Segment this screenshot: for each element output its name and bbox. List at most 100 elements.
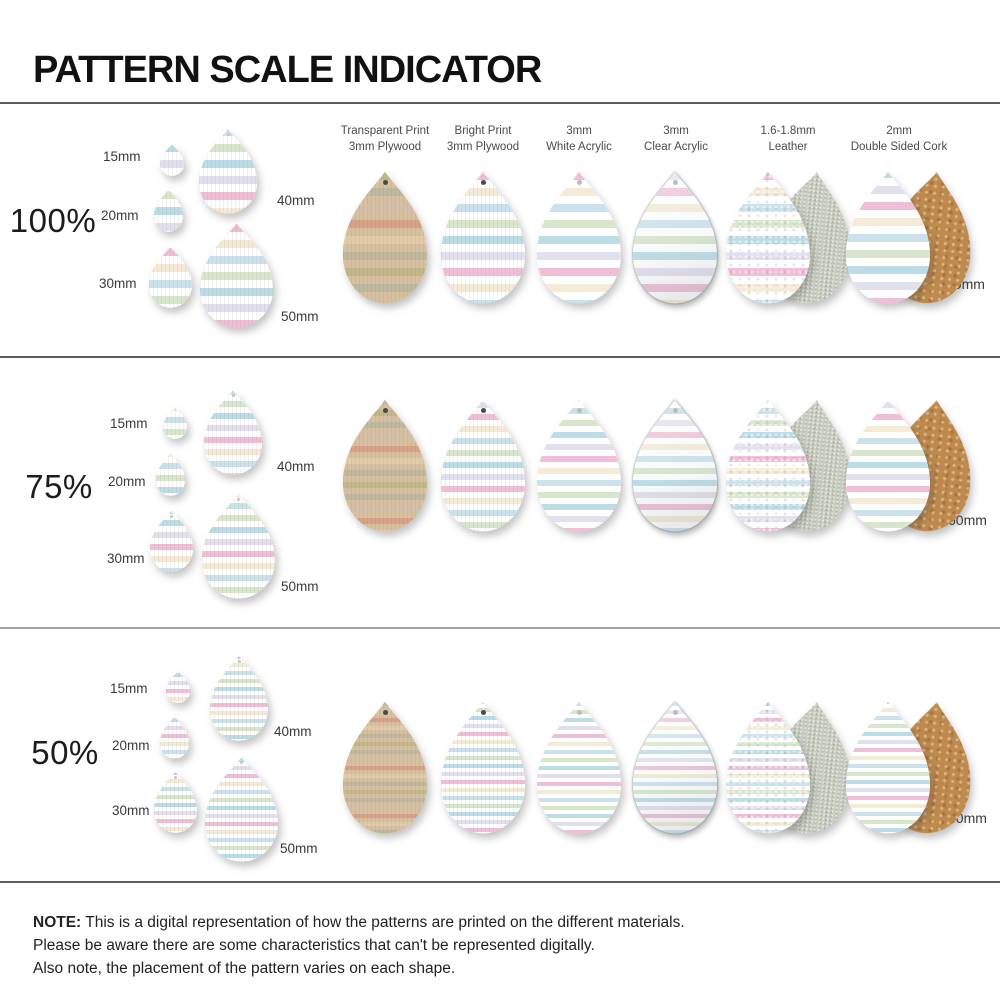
material-header-transparent-plywood: Transparent Print 3mm Plywood: [310, 124, 460, 155]
hang-hole: [577, 408, 582, 413]
size-label-50mm: 50mm: [281, 309, 319, 324]
size-label-20mm: 20mm: [101, 208, 139, 223]
scale-label-75: 75%: [25, 468, 93, 505]
material-header-line2: Double Sided Cork: [850, 140, 948, 153]
hang-hole: [170, 515, 173, 518]
hang-hole: [235, 227, 238, 230]
teardrop-leather-front: [726, 700, 810, 834]
teardrop-bright-plywood: [441, 170, 525, 304]
teardrop-clear-acrylic: [633, 398, 717, 532]
material-header-white-acrylic: 3mm White Acrylic: [504, 124, 654, 155]
teardrop-30mm: [149, 246, 192, 308]
hang-hole: [169, 251, 172, 254]
teardrop-transparent-plywood: [343, 398, 427, 532]
teardrop-transparent-plywood: [343, 170, 427, 304]
material-header-cork: 2mm Double Sided Cork: [824, 124, 974, 155]
size-label-15mm: 15mm: [110, 416, 148, 431]
hang-hole: [481, 408, 486, 413]
material-header-leather: 1.6-1.8mm Leather: [713, 124, 863, 155]
hang-hole: [240, 761, 243, 764]
teardrop-15mm: [160, 144, 184, 176]
teardrop-cork-front: [846, 170, 930, 304]
hang-hole: [481, 710, 486, 715]
scale-label-100: 100%: [9, 202, 97, 239]
teardrop-bright-plywood: [441, 700, 525, 834]
note-line-2: Please be aware there are some character…: [33, 936, 595, 954]
hang-hole: [383, 408, 388, 413]
material-header-line2: 3mm Plywood: [348, 140, 422, 153]
size-label-40mm: 40mm: [277, 193, 315, 208]
teardrop-50mm: [202, 493, 275, 599]
size-label-40mm: 40mm: [274, 724, 312, 739]
teardrop-30mm: [150, 510, 193, 572]
teardrop-clear-acrylic: [633, 700, 717, 834]
note-text: This is a digital representation of how …: [85, 913, 685, 931]
teardrop-40mm: [210, 655, 268, 741]
teardrop-bright-plywood: [441, 398, 525, 532]
divider-row-50: [0, 881, 1000, 883]
hang-hole: [577, 710, 582, 715]
size-label-15mm: 15mm: [103, 149, 141, 164]
size-label-15mm: 15mm: [110, 681, 148, 696]
material-header-line1: Transparent Print: [340, 125, 430, 137]
hang-hole: [238, 660, 241, 663]
size-label-50mm: 50mm: [280, 841, 318, 856]
hang-hole: [383, 180, 388, 185]
teardrop-40mm: [204, 389, 262, 475]
scale-label-50: 50%: [31, 734, 99, 771]
teardrop-20mm: [154, 189, 183, 232]
material-header-line2: Clear Acrylic: [644, 140, 708, 153]
material-header-line1: 3mm: [663, 125, 689, 137]
divider-row-75: [0, 627, 1000, 629]
size-label-30mm: 30mm: [99, 276, 137, 291]
hang-hole: [237, 498, 240, 501]
size-label-50mm: 50mm: [281, 579, 319, 594]
note-line-1: NOTE: This is a digital representation o…: [33, 914, 685, 932]
material-header-line1: 3mm: [566, 125, 592, 137]
material-header-line2: White Acrylic: [546, 140, 612, 153]
hang-hole: [232, 394, 235, 397]
teardrop-50mm: [200, 222, 273, 328]
teardrop-20mm: [160, 716, 189, 759]
size-label-20mm: 20mm: [112, 738, 150, 753]
hang-hole: [174, 776, 177, 779]
teardrop-40mm: [199, 128, 257, 214]
hang-hole: [227, 133, 230, 136]
material-header-bright-plywood: Bright Print 3mm Plywood: [408, 124, 558, 155]
note-label: NOTE:: [33, 913, 82, 931]
material-header-line2: Leather: [768, 140, 808, 153]
size-label-20mm: 20mm: [108, 474, 146, 489]
size-label-40mm: 40mm: [277, 459, 315, 474]
teardrop-cork-front: [846, 700, 930, 834]
teardrop-transparent-plywood: [343, 700, 427, 834]
note-line-3: Also note, the placement of the pattern …: [33, 959, 456, 977]
teardrop-white-acrylic: [537, 700, 621, 834]
material-header-line1: 2mm: [886, 125, 912, 137]
teardrop-clear-acrylic: [633, 170, 717, 304]
hang-hole: [673, 408, 678, 413]
teardrop-50mm: [205, 756, 278, 862]
hang-hole: [577, 180, 582, 185]
teardrop-leather-front: [726, 398, 810, 532]
size-label-30mm: 30mm: [107, 551, 145, 566]
material-header-line1: 1.6-1.8mm: [760, 125, 816, 137]
material-header-line1: Bright Print: [454, 125, 512, 137]
size-label-30mm: 30mm: [112, 803, 150, 818]
teardrop-20mm: [156, 453, 185, 496]
divider-header: [0, 102, 1000, 104]
teardrop-leather-front: [726, 170, 810, 304]
teardrop-white-acrylic: [537, 170, 621, 304]
hang-hole: [383, 710, 388, 715]
hang-hole: [673, 180, 678, 185]
teardrop-cork-front: [846, 398, 930, 532]
teardrop-white-acrylic: [537, 398, 621, 532]
teardrop-15mm: [166, 671, 190, 703]
divider-row-100: [0, 356, 1000, 358]
hang-hole: [481, 180, 486, 185]
material-header-clear-acrylic: 3mm Clear Acrylic: [601, 124, 751, 155]
teardrop-30mm: [154, 771, 197, 833]
material-header-line2: 3mm Plywood: [446, 140, 520, 153]
teardrop-15mm: [163, 407, 187, 439]
hang-hole: [673, 710, 678, 715]
